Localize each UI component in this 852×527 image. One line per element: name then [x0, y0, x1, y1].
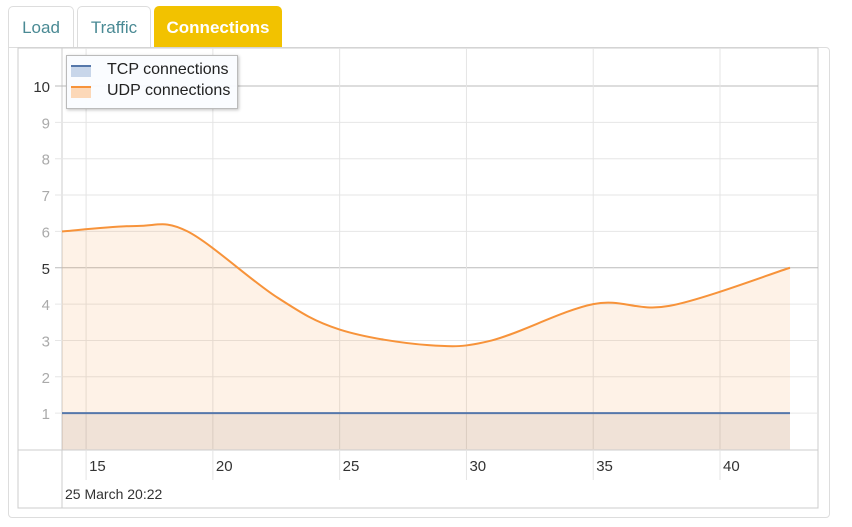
x-axis-label: 25 March 20:22	[65, 486, 162, 502]
tab-connections[interactable]: Connections	[154, 6, 282, 48]
y-tick-label: 9	[42, 115, 50, 132]
legend-item-udp[interactable]: UDP connections	[71, 82, 230, 100]
legend: TCP connections UDP connections	[66, 55, 238, 109]
legend-label-udp: UDP connections	[107, 82, 231, 99]
plot-frame	[17, 47, 819, 509]
udp-swatch	[71, 86, 91, 98]
y-tick-label: 7	[42, 188, 50, 205]
x-tick-label: 15	[89, 458, 106, 475]
y-tick-label: 6	[42, 224, 50, 241]
y-tick-label: 8	[42, 152, 50, 169]
udp-area	[62, 224, 790, 450]
x-tick-label: 40	[723, 458, 740, 475]
x-tick-label: 30	[469, 458, 486, 475]
x-tick-label: 35	[596, 458, 613, 475]
y-tick-label: 3	[42, 333, 50, 350]
tab-load[interactable]: Load	[8, 6, 74, 48]
x-tick-label: 20	[216, 458, 233, 475]
y-tick-label: 10	[33, 79, 50, 96]
tcp-area	[62, 413, 790, 450]
y-tick-label: 1	[42, 406, 50, 423]
udp-line	[61, 223, 791, 348]
tcp-swatch	[71, 65, 91, 77]
y-tick-label: 4	[42, 297, 50, 314]
legend-item-tcp[interactable]: TCP connections	[71, 61, 229, 79]
x-tick-label: 25	[343, 458, 360, 475]
tab-traffic[interactable]: Traffic	[77, 6, 151, 48]
legend-label-tcp: TCP connections	[107, 61, 229, 78]
y-tick-label: 2	[42, 370, 50, 387]
y-tick-label: 5	[42, 261, 50, 278]
